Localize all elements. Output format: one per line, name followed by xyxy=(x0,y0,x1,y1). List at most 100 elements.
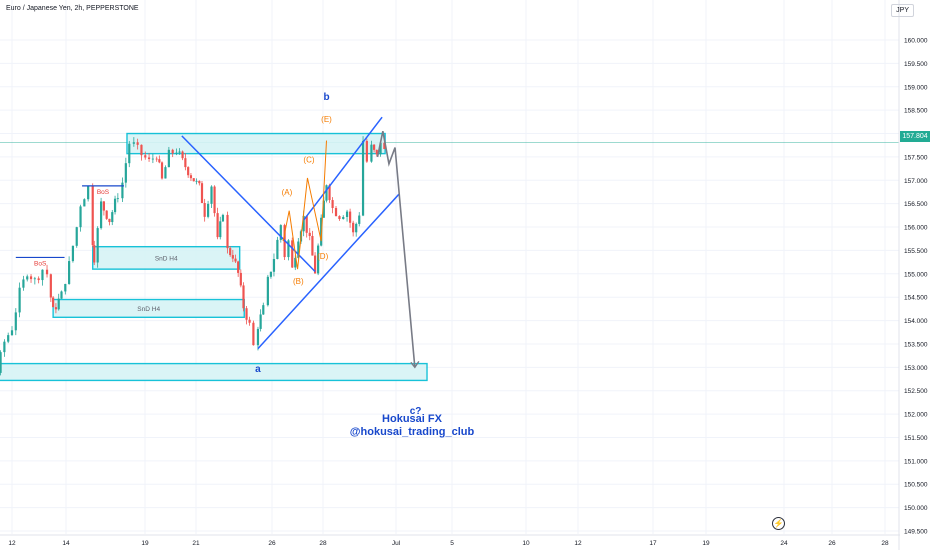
candle-body xyxy=(245,308,248,320)
snd-zone xyxy=(126,132,386,155)
snd-zone xyxy=(0,362,428,382)
candle-body xyxy=(105,210,108,219)
candle-body xyxy=(45,269,49,275)
candle-body xyxy=(116,198,119,200)
candle-body xyxy=(140,144,143,156)
candle-body xyxy=(171,149,174,154)
candle-body xyxy=(124,163,127,183)
y-tick-label: 160.000 xyxy=(904,38,928,45)
trendline xyxy=(181,135,316,272)
candle-body xyxy=(210,186,213,204)
candle-body xyxy=(231,255,234,259)
candle-body xyxy=(338,216,341,220)
candle-body xyxy=(108,218,111,223)
candle-body xyxy=(325,185,328,201)
wave-label: c? xyxy=(410,406,422,417)
wave-label: (A) xyxy=(282,188,293,197)
currency-badge[interactable]: JPY xyxy=(891,4,914,17)
zones-layer xyxy=(0,132,428,382)
candle-body xyxy=(33,278,36,280)
candle-body xyxy=(181,151,184,159)
candle-body xyxy=(71,245,75,262)
candle-body xyxy=(57,298,60,310)
candle-body xyxy=(164,167,167,179)
x-tick-label: 14 xyxy=(62,540,70,547)
candle-body xyxy=(259,314,262,329)
wave-label: a xyxy=(255,364,261,375)
candle-body xyxy=(375,149,378,155)
y-tick-label: 151.500 xyxy=(904,435,928,442)
y-tick-label: 154.500 xyxy=(904,295,928,302)
candle-body xyxy=(195,180,198,182)
candle-body xyxy=(132,142,135,144)
drawings-layer xyxy=(15,116,420,369)
candle-body xyxy=(147,157,151,160)
candle-body xyxy=(87,186,90,200)
candle-body xyxy=(206,203,210,217)
candle-body xyxy=(93,245,96,263)
candle-body xyxy=(370,144,373,162)
candle-body xyxy=(136,142,139,145)
candle-body xyxy=(64,283,67,292)
candle-body xyxy=(99,201,103,229)
candle-body xyxy=(345,211,349,218)
candle-body xyxy=(49,274,52,298)
candle-body xyxy=(213,186,216,214)
candle-body xyxy=(308,232,311,236)
y-tick-label: 152.500 xyxy=(904,388,928,395)
candle-body xyxy=(18,287,21,313)
candle-body xyxy=(252,322,255,346)
bos-label: BoS xyxy=(97,189,110,196)
y-tick-label: 154.000 xyxy=(904,318,928,325)
candle-body xyxy=(216,213,219,238)
lightning-icon[interactable]: ⚡ xyxy=(772,517,785,530)
candle-body xyxy=(113,198,117,213)
y-tick-label: 159.500 xyxy=(904,61,928,68)
watermark-brand: Hokusai FX xyxy=(382,413,443,425)
y-tick-label: 155.500 xyxy=(904,248,928,255)
current-price-label: 157.804 xyxy=(900,131,930,142)
candle-body xyxy=(352,222,355,233)
candle-body xyxy=(266,276,269,306)
candle-body xyxy=(313,255,317,274)
y-tick-label: 153.500 xyxy=(904,341,928,348)
y-tick-label: 157.500 xyxy=(904,154,928,161)
wave-label: (E) xyxy=(321,115,332,124)
candle-body xyxy=(349,211,352,223)
y-tick-label: 150.000 xyxy=(904,505,928,512)
candles-layer xyxy=(0,136,386,376)
candle-body xyxy=(229,248,232,256)
wave-label: (C) xyxy=(303,156,314,165)
candle-body xyxy=(151,158,154,160)
y-tick-label: 156.000 xyxy=(904,225,928,232)
x-tick-label: 12 xyxy=(8,540,16,547)
x-tick-label: 21 xyxy=(192,540,200,547)
candle-body xyxy=(167,149,170,168)
trendline xyxy=(303,116,383,221)
candle-body xyxy=(79,206,82,228)
x-tick-label: 10 xyxy=(522,540,530,547)
candle-body xyxy=(41,269,44,281)
candle-body xyxy=(175,152,178,154)
candle-body xyxy=(121,182,124,199)
wave-label: b xyxy=(323,92,329,103)
price-axis[interactable]: 160.000159.500159.000158.500158.000157.5… xyxy=(898,0,928,550)
candle-body xyxy=(128,143,131,164)
trendline xyxy=(257,193,400,350)
y-tick-label: 152.000 xyxy=(904,412,928,419)
y-tick-label: 158.500 xyxy=(904,108,928,115)
candle-body xyxy=(302,215,305,232)
candle-body xyxy=(334,208,338,217)
candle-body xyxy=(248,319,251,323)
candle-body xyxy=(203,203,206,217)
candle-body xyxy=(184,158,187,168)
x-tick-label: 28 xyxy=(881,540,889,547)
candle-body xyxy=(262,305,265,315)
symbol-title[interactable]: Euro / Japanese Yen, 2h, PEPPERSTONE xyxy=(6,5,139,12)
time-axis[interactable]: 12 14 19 21 26 28 Jul 5 10 12 17 19 24 26 28 xyxy=(0,534,900,547)
x-tick-label: 17 xyxy=(649,540,657,547)
x-tick-label: 24 xyxy=(780,540,788,547)
candle-body xyxy=(269,271,273,277)
x-tick-label: 26 xyxy=(268,540,276,547)
